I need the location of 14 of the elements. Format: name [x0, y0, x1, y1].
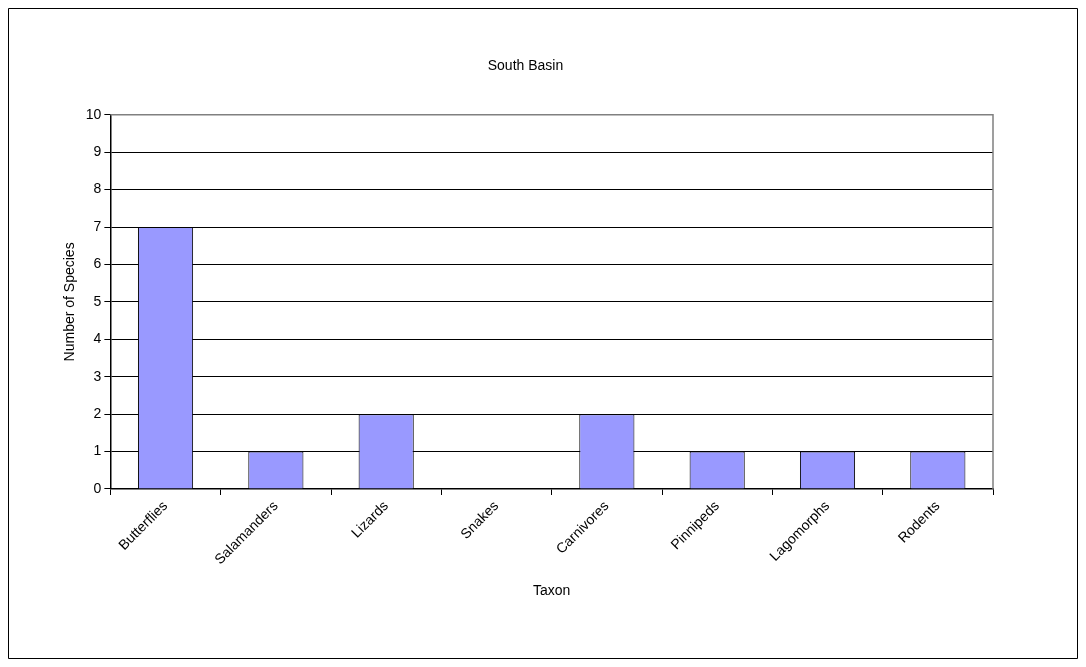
y-tick-label: 9 [93, 143, 102, 160]
y-tick-label: 3 [93, 367, 102, 384]
y-tick-label: 10 [85, 105, 102, 122]
y-tick-label: 5 [93, 292, 102, 309]
y-tick-label: 1 [93, 442, 102, 459]
x-axis-title: Taxon [533, 582, 571, 599]
y-tick-label: 0 [93, 479, 102, 496]
y-tick-label: 7 [93, 217, 102, 234]
y-tick-label: 6 [93, 255, 102, 272]
chart-title: South Basin [487, 57, 564, 74]
y-axis-title: Number of Species [61, 242, 78, 362]
y-tick-label: 8 [93, 180, 102, 197]
y-tick-label: 2 [93, 405, 102, 422]
y-tick-label: 4 [93, 330, 102, 347]
